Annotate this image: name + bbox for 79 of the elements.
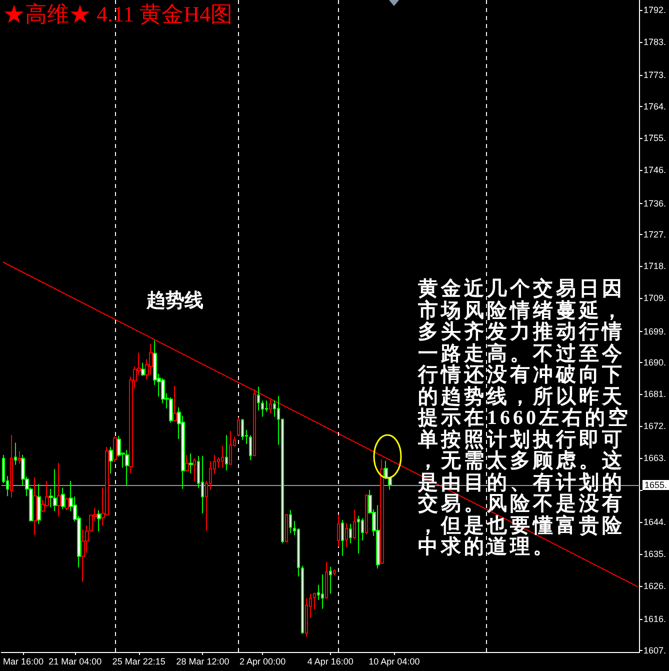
- candlestick: [325, 561, 328, 599]
- candlestick: [376, 504, 380, 570]
- candlestick: [221, 445, 224, 468]
- x-tick-label: 2 Apr 00:00: [240, 656, 286, 666]
- x-tick-label: 28 Mar 12:00: [176, 656, 230, 666]
- x-tick-label: 21 Mar 04:00: [48, 656, 102, 666]
- candlestick: [237, 416, 240, 436]
- candlestick: [193, 458, 196, 482]
- y-tick-label: 1792.: [643, 5, 666, 16]
- candlestick: [337, 514, 340, 548]
- candlestick: [313, 592, 316, 610]
- x-tick-label: Mar 16:00: [2, 656, 44, 666]
- candlestick: [125, 450, 129, 486]
- candlestick: [201, 455, 204, 514]
- candlestick: [229, 430, 232, 466]
- candlestick: [173, 385, 177, 422]
- candlestick: [53, 468, 57, 512]
- y-tick-label: 1635.: [643, 548, 666, 559]
- candlestick: [169, 396, 173, 424]
- x-tick-label: 10 Apr 04:00: [368, 656, 420, 666]
- candlestick: [97, 510, 101, 532]
- candlestick: [18, 450, 21, 464]
- candlestick: [329, 566, 332, 594]
- x-tick-label: 25 Mar 22:15: [112, 656, 166, 666]
- candlestick: [365, 494, 368, 535]
- y-tick-label: 1736.: [643, 198, 666, 208]
- candlestick: [81, 528, 85, 582]
- candlestick: [37, 483, 41, 524]
- y-tick-label: 1755.: [643, 132, 666, 143]
- y-tick-label: 1681.: [643, 388, 666, 399]
- candlestick: [289, 509, 292, 534]
- candlestick: [261, 400, 264, 418]
- candlestick: [269, 398, 272, 414]
- candlestick: [321, 574, 324, 610]
- candlestick: [10, 434, 13, 498]
- y-tick-label: 1699.: [643, 326, 666, 337]
- y-tick-label: 1672.: [643, 421, 666, 432]
- y-tick-label: 1727.: [643, 230, 666, 240]
- candlestick: [109, 446, 113, 474]
- y-tick-label: 1783.: [643, 36, 666, 47]
- candlestick: [353, 509, 356, 540]
- candlestick: [257, 386, 260, 412]
- candlestick: [341, 520, 344, 556]
- y-tick-label: 1663.: [643, 452, 666, 463]
- candlestick: [225, 434, 228, 471]
- y-tick-label: 1616.: [643, 614, 666, 624]
- candlestick: [357, 515, 360, 554]
- candlestick: [189, 452, 193, 474]
- candlestick: [149, 344, 153, 376]
- ref-line-label: 1655.: [644, 480, 668, 490]
- candlestick: [349, 523, 352, 544]
- candlestick: [249, 434, 252, 461]
- candlestick: [57, 462, 61, 518]
- candlestick: [253, 388, 256, 456]
- y-tick-label: 1709.: [643, 292, 666, 303]
- candlestick: [305, 598, 308, 638]
- y-tick-label: 1690.: [643, 358, 666, 368]
- y-tick-label: 1626.: [643, 580, 666, 591]
- candlestick: [380, 458, 384, 565]
- candlestick: [345, 522, 348, 548]
- candlestick: [241, 418, 244, 440]
- candlestick: [113, 436, 117, 463]
- candlestick: [285, 514, 288, 544]
- candlestick: [141, 362, 145, 376]
- y-tick-label: 1718.: [643, 261, 666, 272]
- candlestick: [65, 497, 69, 510]
- x-tick-label: 4 Apr 16:00: [307, 656, 354, 666]
- candlestick: [333, 568, 336, 576]
- candlestick: [185, 454, 189, 472]
- candlestick: [14, 442, 17, 466]
- candlestick: [61, 487, 65, 510]
- y-tick-label: 1764.: [643, 101, 666, 112]
- y-tick-label: 1644.: [643, 517, 666, 528]
- chart-title: ★高维★ 4.11 黄金H4图: [3, 2, 233, 26]
- y-tick-label: 1746.: [643, 165, 666, 176]
- y-tick-label: 1607.: [643, 645, 666, 656]
- y-tick-label: 1773.: [643, 70, 666, 80]
- candlestick: [33, 476, 37, 536]
- series-label: 趋势线: [145, 289, 204, 312]
